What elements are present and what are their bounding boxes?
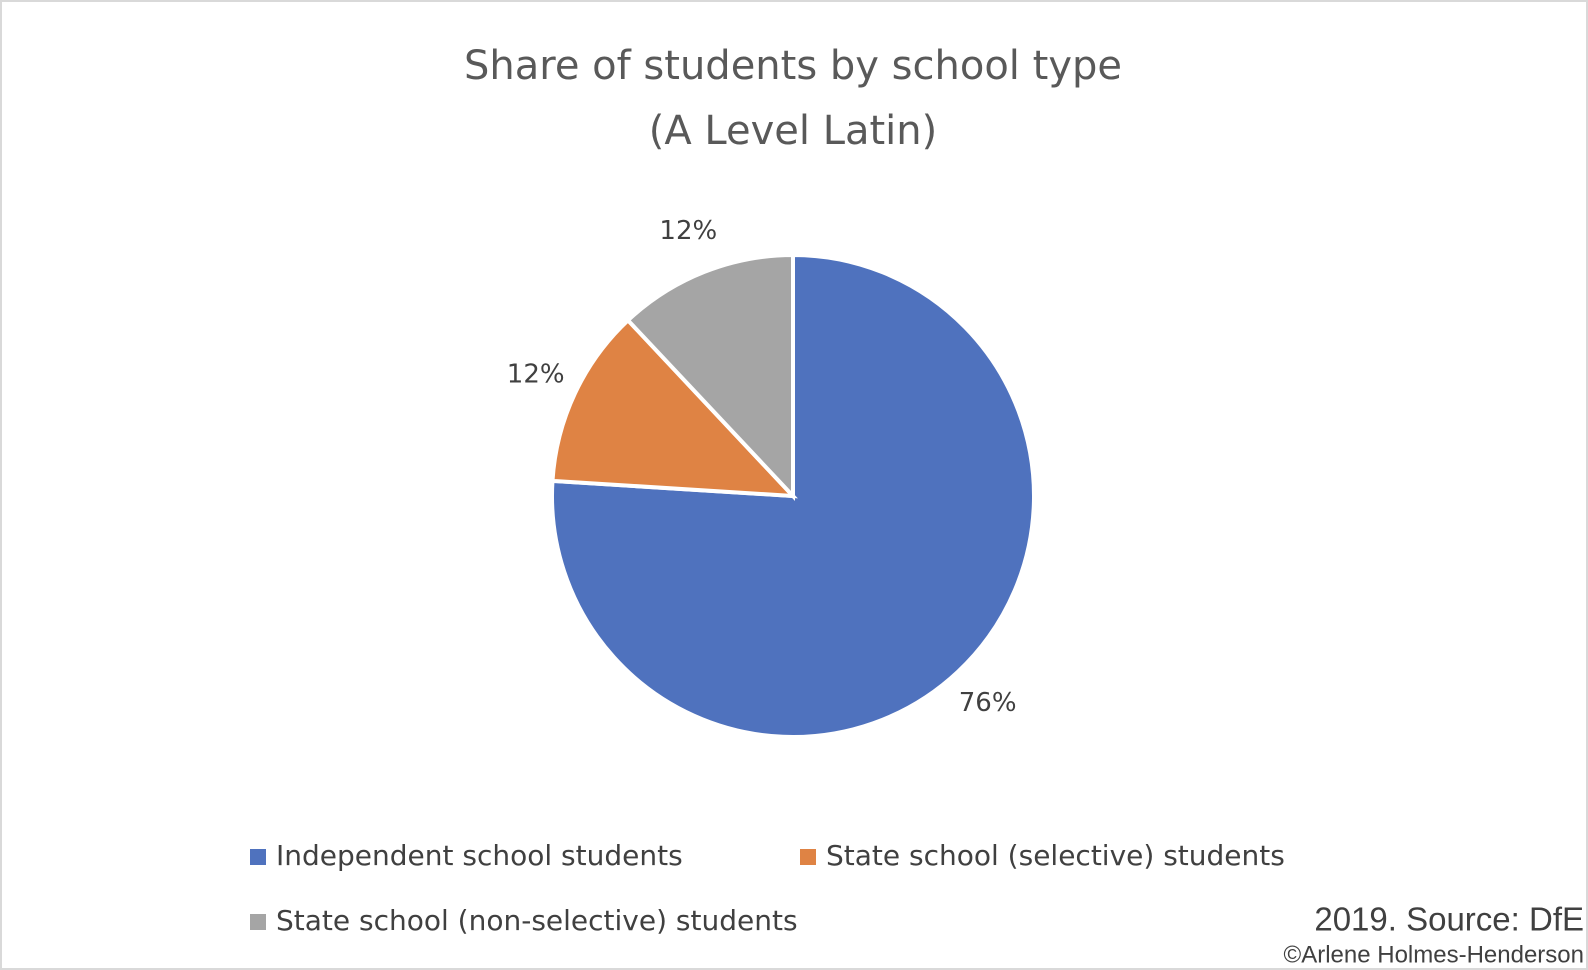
legend-label: Independent school students [276, 839, 683, 872]
pie-slice [625, 252, 795, 502]
chart-title: Share of students by school type [464, 43, 1122, 89]
data-label: 12% [659, 216, 717, 246]
legend-label: State school (non-selective) students [276, 904, 798, 937]
pie-slice [550, 317, 798, 499]
credit-note: ©Arlene Holmes-Henderson [1284, 941, 1584, 968]
legend-marker [250, 914, 266, 930]
data-label: 76% [959, 688, 1017, 718]
legend-marker [250, 849, 266, 865]
chart-subtitle: (A Level Latin) [649, 108, 938, 154]
legend-label: State school (selective) students [826, 839, 1285, 872]
legend-marker [800, 849, 816, 865]
pie-slice [550, 252, 1036, 739]
source-note: 2019. Source: DfE [1314, 901, 1584, 938]
data-label: 12% [507, 359, 565, 389]
